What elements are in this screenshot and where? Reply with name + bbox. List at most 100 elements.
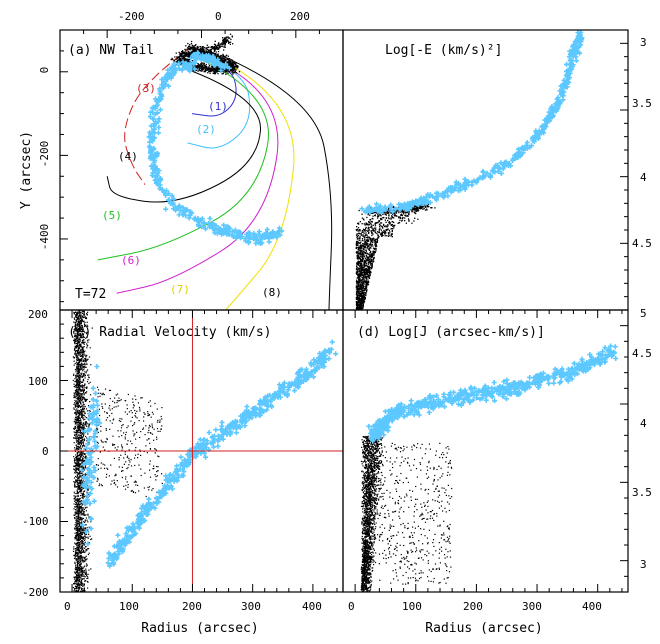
black-particle [184,55,186,58]
black-particle [366,289,368,291]
black-particle [78,422,80,424]
black-particle [83,394,85,396]
black-particle [85,517,87,519]
black-particle [357,314,358,315]
black-particle [362,286,364,288]
black-particle [213,50,216,52]
black-particle [365,257,367,259]
black-particle [193,46,195,49]
black-particle [215,70,217,72]
black-particle [83,508,85,511]
black-particle [359,275,362,277]
black-particle [361,313,362,314]
black-particle [79,333,81,335]
black-particle [355,247,357,250]
black-particle [359,299,361,302]
black-particle [398,217,400,219]
black-particle [82,479,84,481]
black-particle [175,61,177,63]
black-particle [198,66,201,68]
black-particle [367,239,369,241]
black-particle [216,48,218,50]
black-particle [232,73,234,75]
cyan-particle [151,116,157,122]
black-particle [361,281,363,284]
black-particle [73,321,75,323]
black-particle [368,249,370,251]
black-particle [81,458,84,460]
black-particle [195,44,197,46]
black-particle [359,247,362,249]
black-particle [365,275,367,278]
black-particle [80,566,82,568]
black-particle [82,507,84,509]
black-particle [371,254,373,256]
black-particle [75,411,77,413]
black-particle [366,269,368,272]
black-particle [81,519,83,521]
cyan-particle [183,213,189,219]
black-particle [359,274,362,276]
black-particle [229,60,231,62]
black-particle [362,295,364,297]
black-particle [400,214,402,216]
black-particle [379,218,382,220]
black-particle [76,430,78,432]
black-particle [393,227,395,229]
black-particle [356,302,358,304]
black-particle [358,261,361,263]
black-particle [420,207,422,209]
black-particle [355,229,357,231]
black-particle [200,62,203,64]
black-particle [367,263,370,265]
cyan-particle [204,56,210,62]
black-particle [358,294,360,296]
black-particle [213,71,216,74]
black-particle [375,227,377,229]
black-particle [221,73,223,75]
black-particle [358,282,360,284]
black-particle [365,224,368,226]
black-particle [361,266,364,268]
black-particle [361,279,363,282]
black-particle [416,206,418,209]
black-particle [237,66,239,69]
black-particle [363,256,366,258]
black-particle [377,213,379,215]
black-particle [362,269,364,272]
black-particle [375,212,377,214]
black-particle [200,67,202,69]
black-particle [390,224,392,226]
black-particle [202,50,205,53]
black-particle [226,70,228,72]
black-particle [375,244,377,246]
black-particle [227,36,229,38]
cyan-particle [480,174,486,180]
black-particle [371,260,373,263]
black-particle [83,512,85,514]
black-particle [383,223,385,226]
cyan-particle [219,62,225,68]
cyan-particle [545,113,551,119]
black-particle [86,336,88,338]
black-particle [224,37,226,39]
black-particle [215,51,217,53]
black-particle [77,394,79,396]
black-particle [361,257,364,260]
black-particle [372,247,375,249]
black-particle [380,233,382,236]
black-particle [365,243,368,246]
black-particle [82,359,84,361]
black-particle [234,65,237,67]
black-particle [366,270,368,273]
black-particle [408,211,410,213]
cyan-particle [425,192,431,198]
cyan-particle [159,82,165,88]
black-particle [375,222,378,224]
black-particle [415,208,417,211]
black-particle [81,528,84,530]
black-particle [81,508,83,510]
cyan-particle [153,168,159,174]
black-particle [211,52,213,55]
cyan-particle [232,227,238,233]
